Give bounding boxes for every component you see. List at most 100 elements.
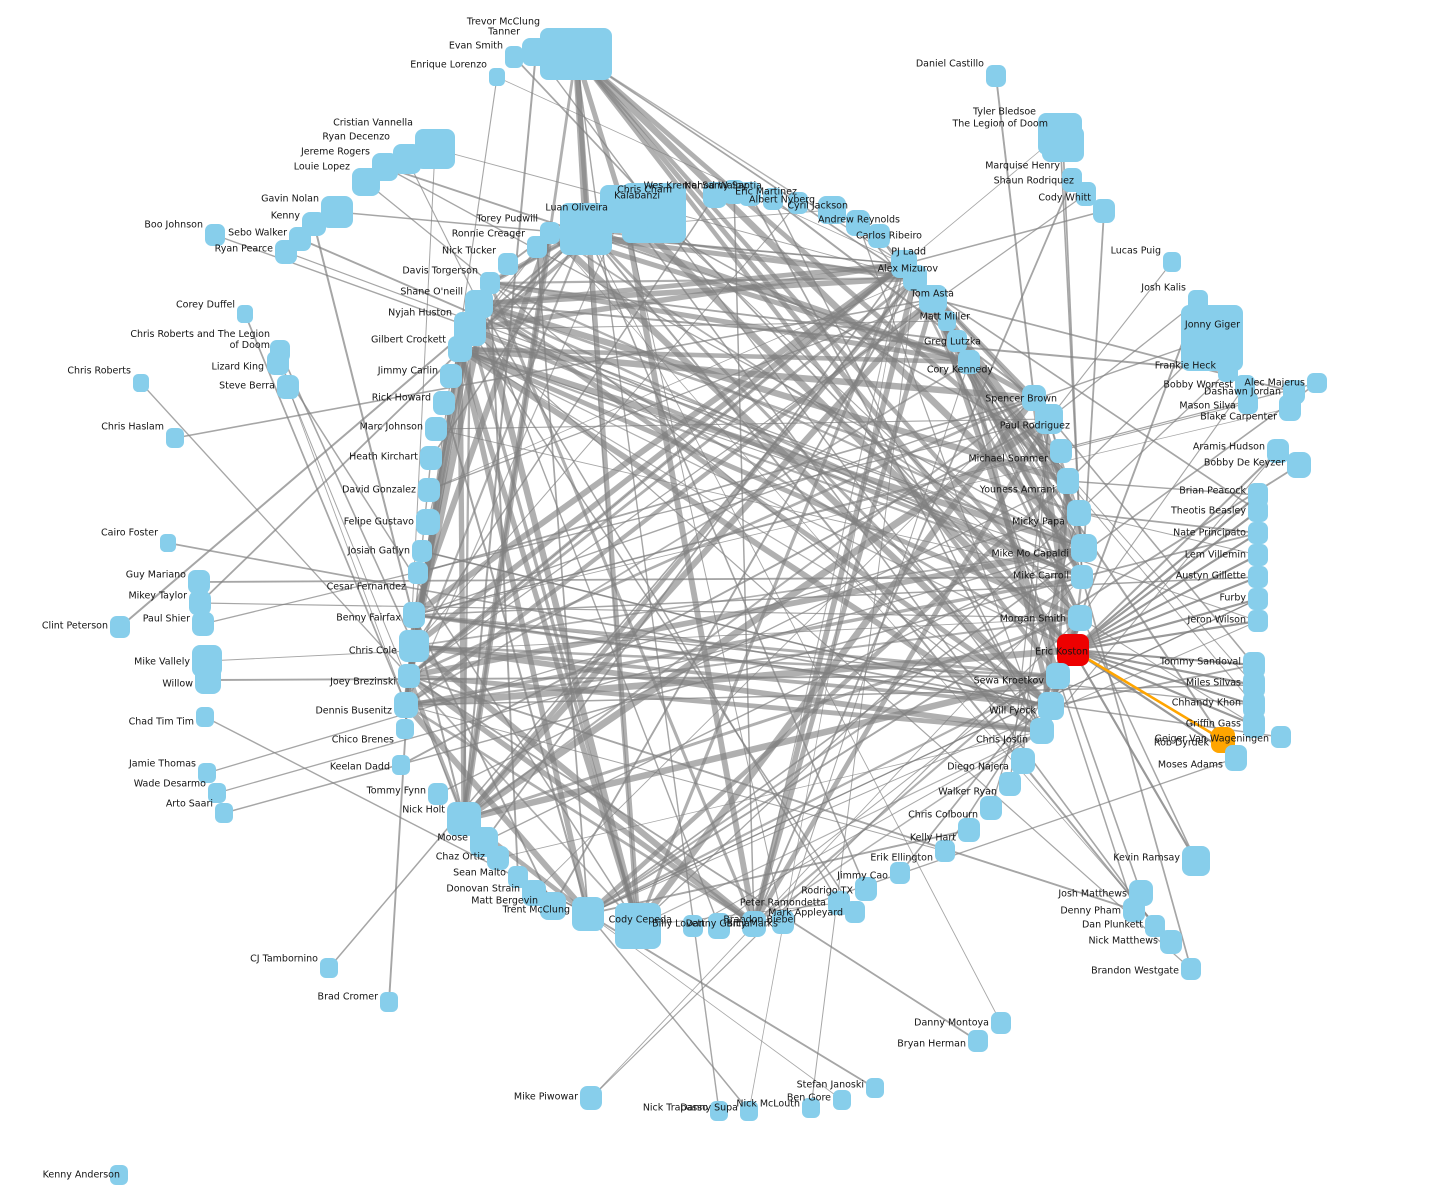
graph-node[interactable] [415,129,455,169]
graph-node[interactable] [195,666,221,694]
graph-node[interactable] [1038,692,1064,720]
graph-node[interactable] [1248,588,1268,610]
graph-node[interactable] [710,1101,728,1121]
graph-node[interactable] [890,862,910,884]
graph-node[interactable] [1248,544,1268,566]
graph-node[interactable] [403,602,425,628]
graph-node[interactable] [763,188,783,210]
graph-node[interactable] [498,253,518,275]
graph-node[interactable] [205,224,225,246]
graph-node[interactable] [321,196,353,228]
graph-node[interactable] [1042,126,1084,162]
graph-node[interactable] [968,1030,988,1052]
graph-node[interactable] [999,772,1021,796]
graph-node[interactable] [739,182,761,206]
graph-node[interactable] [1163,252,1181,272]
graph-node[interactable] [1050,439,1072,463]
graph-node[interactable] [1030,718,1054,744]
graph-node[interactable] [394,692,418,718]
graph-node[interactable] [958,818,980,842]
graph-node[interactable] [1022,385,1046,411]
graph-node[interactable] [1071,565,1093,589]
graph-node[interactable] [1182,846,1210,876]
graph-node[interactable] [440,364,462,388]
graph-node[interactable] [855,877,877,901]
graph-node[interactable] [110,1165,128,1185]
graph-node[interactable] [1287,452,1311,478]
graph-node[interactable] [418,478,440,502]
graph-node[interactable] [1307,373,1327,393]
graph-node[interactable] [740,1101,758,1121]
graph-node[interactable] [845,901,865,923]
graph-node[interactable] [275,240,297,264]
graph-node[interactable] [110,616,130,638]
graph-node[interactable] [1046,663,1070,689]
graph-node[interactable] [380,992,398,1012]
graph-node[interactable] [428,783,448,805]
graph-node[interactable] [237,305,253,323]
graph-node[interactable] [425,417,447,441]
graph-node[interactable] [267,351,289,375]
graph-node[interactable] [1068,605,1092,631]
graph-node[interactable] [866,1078,884,1098]
graph-node[interactable] [1279,395,1301,421]
graph-node[interactable] [480,272,500,294]
graph-node[interactable] [192,612,214,636]
graph-node[interactable] [991,1012,1011,1034]
graph-node[interactable] [1243,672,1265,698]
graph-node[interactable] [1267,439,1289,463]
graph-node[interactable] [1218,360,1238,382]
graph-node[interactable] [527,236,547,258]
graph-node[interactable] [980,796,1002,820]
graph-node[interactable] [1076,182,1096,206]
graph-node[interactable] [1271,726,1291,748]
graph-node[interactable] [433,391,455,415]
graph-node[interactable] [1238,392,1258,414]
graph-node[interactable] [615,903,661,949]
graph-node[interactable] [396,719,414,739]
graph-node[interactable] [828,891,850,915]
graph-node[interactable] [560,203,612,255]
graph-node[interactable] [196,707,214,727]
graph-node[interactable] [1243,692,1265,718]
graph-node[interactable] [935,840,955,862]
graph-node[interactable] [1057,634,1089,666]
graph-node[interactable] [416,509,440,535]
graph-node[interactable] [572,897,604,931]
graph-node[interactable] [1011,748,1035,774]
graph-node[interactable] [133,374,149,392]
graph-node[interactable] [1248,566,1268,588]
graph-node[interactable] [522,38,550,66]
graph-node[interactable] [1067,500,1091,526]
graph-node[interactable] [392,755,410,775]
graph-node[interactable] [398,664,420,688]
graph-node[interactable] [938,311,956,331]
graph-node[interactable] [742,911,766,937]
graph-node[interactable] [277,375,299,399]
graph-node[interactable] [708,913,730,939]
graph-node[interactable] [788,192,808,214]
graph-node[interactable] [320,958,338,978]
graph-node[interactable] [189,591,211,615]
graph-node[interactable] [846,210,870,236]
graph-node[interactable] [208,783,226,803]
graph-node[interactable] [1145,915,1165,937]
graph-node[interactable] [1181,958,1201,980]
graph-node[interactable] [399,630,429,662]
graph-node[interactable] [1057,468,1079,494]
graph-node[interactable] [1248,610,1268,632]
graph-node[interactable] [505,46,523,68]
graph-node[interactable] [802,1098,820,1118]
graph-node[interactable] [772,910,794,934]
graph-node[interactable] [958,350,980,374]
graph-node[interactable] [412,540,432,562]
graph-node[interactable] [1235,375,1255,397]
graph-node[interactable] [420,446,442,470]
graph-node[interactable] [683,915,703,937]
graph-node[interactable] [1248,500,1268,522]
graph-node[interactable] [1248,522,1268,544]
graph-node[interactable] [580,1086,602,1110]
graph-node[interactable] [1243,652,1265,678]
graph-node[interactable] [198,763,216,783]
graph-node[interactable] [947,330,967,352]
